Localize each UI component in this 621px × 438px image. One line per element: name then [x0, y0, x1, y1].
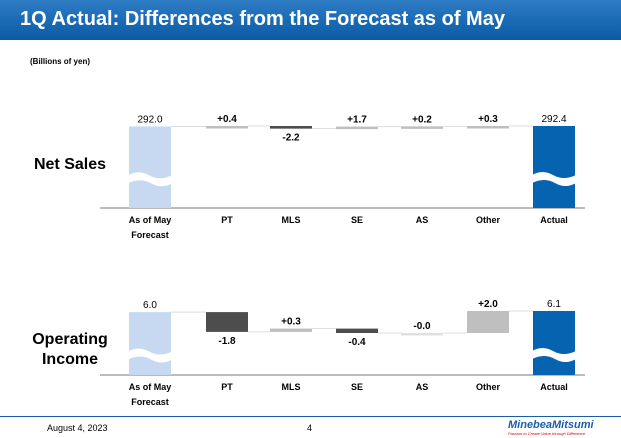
- company-logo: MinebeaMitsumi: [508, 419, 594, 431]
- axis-break-icon: [128, 348, 172, 363]
- category-label: SE: [351, 215, 363, 225]
- bar-se: [336, 328, 378, 333]
- bar-actual: [533, 126, 575, 208]
- data-label: +0.3: [478, 114, 498, 125]
- axis-break-icon: [532, 172, 576, 186]
- bar-other: [467, 311, 509, 333]
- data-label: 6.1: [547, 299, 561, 310]
- row-label-operating-income: Operating Income: [15, 330, 125, 370]
- data-label: 292.0: [137, 114, 162, 125]
- unit-label: (Billions of yen): [30, 57, 90, 66]
- category-label: Actual: [540, 382, 568, 392]
- category-label: AS: [416, 215, 429, 225]
- data-label: -2.2: [282, 133, 300, 144]
- axis-break-icon: [128, 172, 172, 187]
- logo-tagline: Passion to Create Value through Differen…: [508, 431, 586, 436]
- category-label: PT: [221, 215, 233, 225]
- category-label: Forecast: [131, 397, 169, 407]
- page-number: 4: [307, 423, 313, 433]
- category-label: MLS: [282, 382, 301, 392]
- row-label-line: Operating: [32, 331, 108, 348]
- page-title: 1Q Actual: Differences from the Forecast…: [20, 8, 505, 30]
- data-label: -0.0: [413, 321, 431, 332]
- bar-actual: [533, 311, 575, 375]
- category-label: Other: [476, 382, 501, 392]
- bar-mls: [270, 328, 312, 332]
- category-label: Other: [476, 215, 501, 225]
- title-bar: 1Q Actual: Differences from the Forecast…: [0, 0, 621, 40]
- data-label: +0.4: [217, 114, 237, 125]
- data-label: +0.2: [412, 114, 432, 125]
- bar-as: [401, 333, 443, 336]
- data-label: +1.7: [347, 115, 367, 126]
- axis-break-icon: [532, 348, 576, 362]
- data-label: -1.8: [218, 336, 236, 347]
- category-label: MLS: [282, 215, 301, 225]
- category-label: PT: [221, 382, 233, 392]
- bar-se: [336, 126, 378, 130]
- data-label: +0.3: [281, 317, 301, 328]
- bar-other: [467, 126, 509, 129]
- bar-mls: [270, 126, 312, 129]
- category-label: SE: [351, 382, 363, 392]
- bar-as: [401, 126, 443, 129]
- footer-date: August 4, 2023: [47, 423, 108, 433]
- bar-forecast: [129, 312, 171, 375]
- category-label: Forecast: [131, 230, 169, 240]
- category-label: AS: [416, 382, 429, 392]
- row-label-line: Income: [41, 351, 98, 368]
- data-label: 292.4: [541, 114, 566, 125]
- footer-divider: [0, 416, 621, 417]
- data-label: +2.0: [478, 299, 498, 310]
- data-label: 6.0: [143, 300, 157, 311]
- bar-pt: [206, 312, 248, 332]
- category-label: Actual: [540, 215, 568, 225]
- bar-forecast: [129, 126, 171, 208]
- data-label: -0.4: [348, 337, 366, 348]
- category-label: As of May: [129, 215, 172, 225]
- row-label-net-sales: Net Sales: [33, 156, 107, 173]
- bar-pt: [206, 126, 248, 129]
- category-label: As of May: [129, 382, 172, 392]
